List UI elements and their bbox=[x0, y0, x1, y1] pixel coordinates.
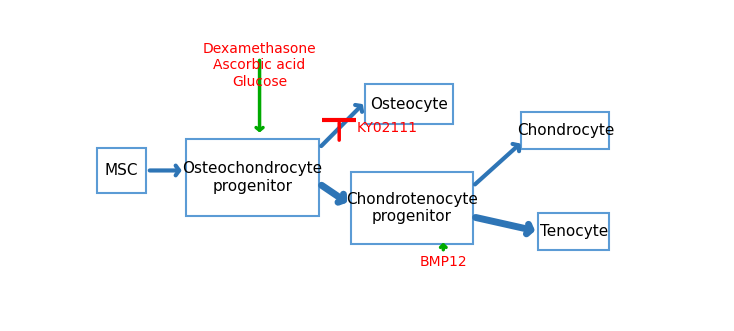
Text: KY02111: KY02111 bbox=[356, 121, 417, 135]
Text: Tenocyte: Tenocyte bbox=[539, 224, 608, 239]
FancyBboxPatch shape bbox=[521, 112, 609, 149]
FancyBboxPatch shape bbox=[98, 148, 146, 193]
Text: BMP12: BMP12 bbox=[420, 255, 467, 269]
FancyBboxPatch shape bbox=[186, 139, 319, 215]
Text: Chondrocyte: Chondrocyte bbox=[517, 123, 614, 138]
Text: Osteochondrocyte
progenitor: Osteochondrocyte progenitor bbox=[182, 161, 322, 194]
Text: MSC: MSC bbox=[105, 163, 139, 178]
FancyBboxPatch shape bbox=[365, 84, 453, 124]
Text: Dexamethasone
Ascorbic acid
Glucose: Dexamethasone Ascorbic acid Glucose bbox=[203, 42, 316, 89]
Text: Chondrotenocyte
progenitor: Chondrotenocyte progenitor bbox=[346, 192, 478, 224]
Text: Osteocyte: Osteocyte bbox=[370, 97, 448, 112]
FancyBboxPatch shape bbox=[538, 213, 609, 250]
FancyBboxPatch shape bbox=[351, 172, 473, 244]
